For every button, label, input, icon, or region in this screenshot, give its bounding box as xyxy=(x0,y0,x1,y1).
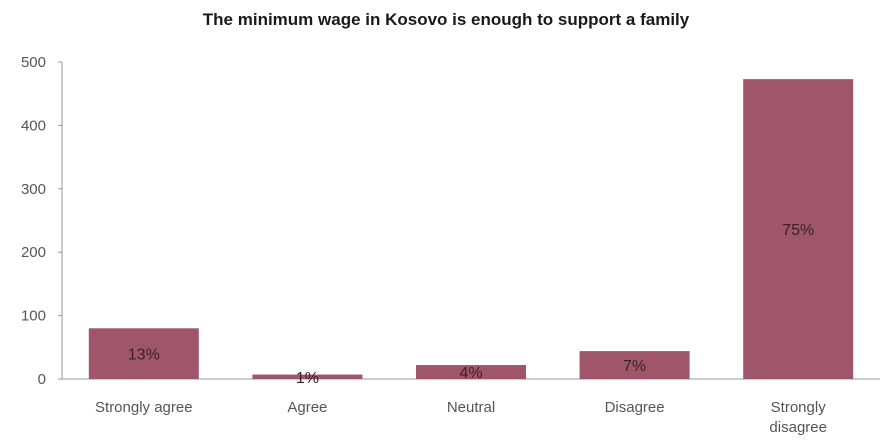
bar-strongly-agree xyxy=(88,328,199,379)
y-tick-label: 500 xyxy=(21,54,46,71)
data-label: 75% xyxy=(782,222,814,239)
x-tick-label: Strongly disagree xyxy=(769,399,827,436)
data-label: 1% xyxy=(296,370,319,387)
y-tick-label: 400 xyxy=(21,117,46,134)
data-label: 4% xyxy=(459,365,482,382)
x-tick-label: Agree xyxy=(287,399,327,416)
y-tick-label: 300 xyxy=(21,181,46,198)
bars xyxy=(88,79,854,380)
data-labels: 13% 1% 4% 7% 75% xyxy=(128,222,814,387)
x-tick-label: Neutral xyxy=(447,399,495,416)
x-tick-label: Strongly agree xyxy=(95,399,193,416)
x-tick-label: Disagree xyxy=(605,399,665,416)
bar-neutral xyxy=(416,365,526,379)
data-label: 7% xyxy=(623,358,646,375)
y-tick-label: 0 xyxy=(38,371,46,388)
y-tick-label: 100 xyxy=(21,308,46,325)
y-tick-label: 200 xyxy=(21,244,46,261)
bar-strongly-disagree xyxy=(743,79,854,380)
bar-disagree xyxy=(579,351,690,379)
y-axis: 0 100 200 300 400 500 xyxy=(21,54,63,388)
chart-title: The minimum wage in Kosovo is enough to … xyxy=(202,10,690,29)
x-axis: Strongly agree Agree Neutral Disagree Strong… xyxy=(62,378,880,436)
data-label: 13% xyxy=(128,347,160,364)
bar-agree xyxy=(252,374,363,379)
